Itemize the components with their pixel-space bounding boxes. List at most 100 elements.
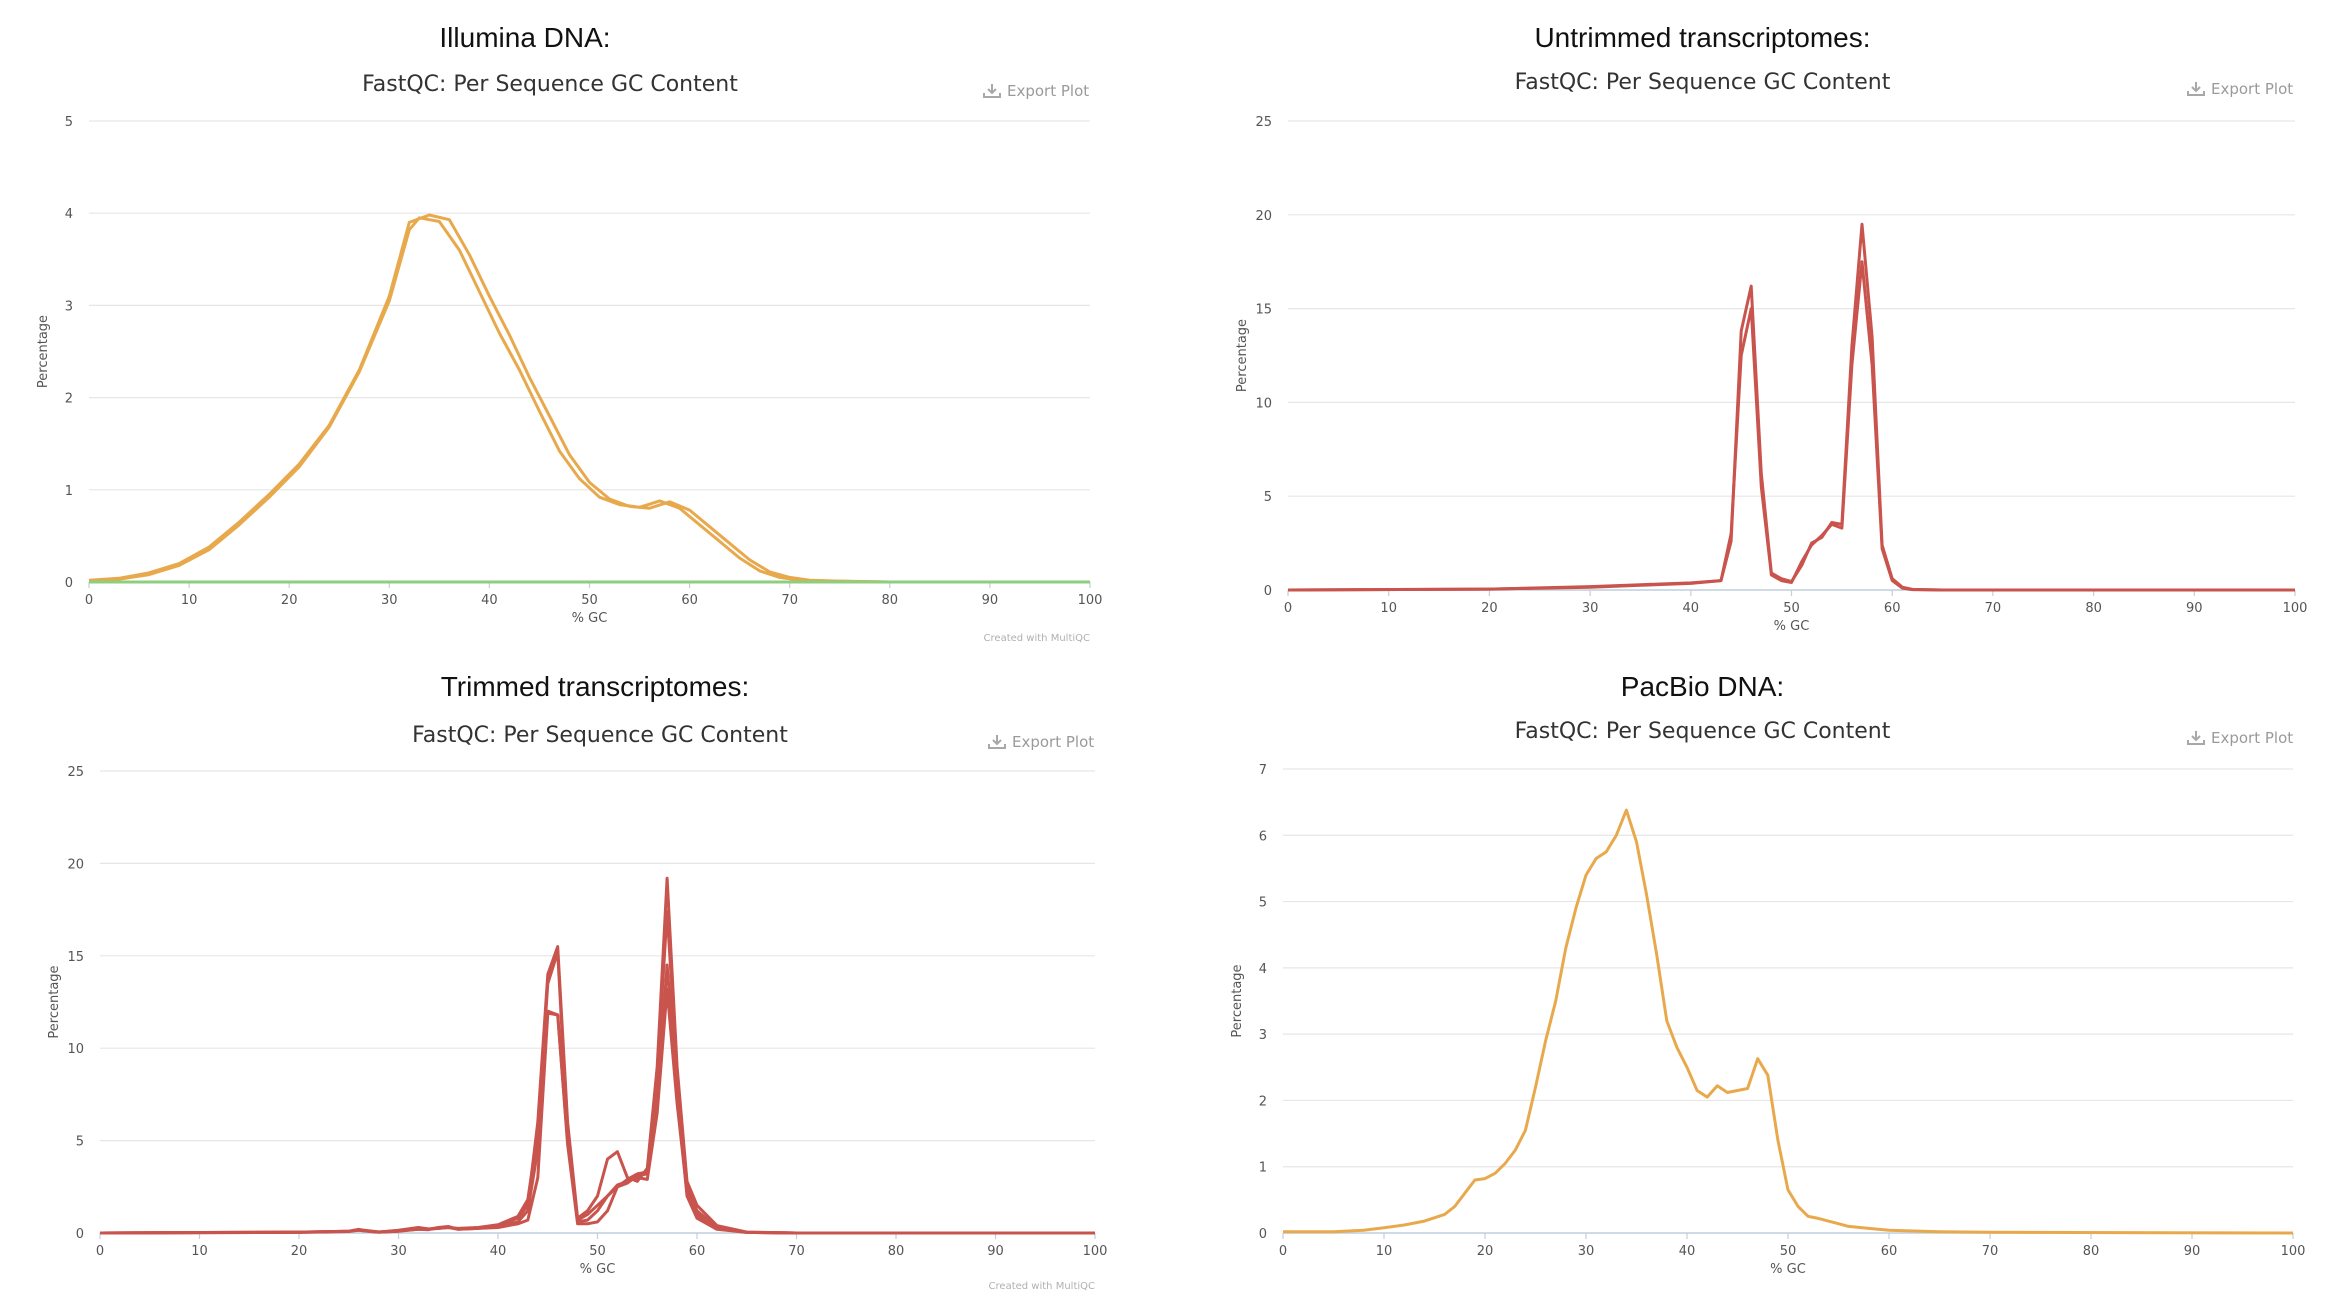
x-tick-label: 30	[1578, 1244, 1595, 1259]
x-tick-label: 10	[1376, 1244, 1393, 1259]
x-axis-title: % GC	[572, 611, 608, 626]
y-tick-label: 15	[1255, 303, 1272, 318]
export-plot-button[interactable]: Export Plot	[983, 82, 1089, 103]
x-tick-label: 40	[1683, 601, 1700, 616]
y-axis-title: Percentage	[47, 965, 62, 1038]
plot-title: FastQC: Per Sequence GC Content	[1514, 70, 1891, 95]
chart-panel-untrimmed-transcriptomes: Untrimmed transcriptomes: FastQC: Per Se…	[1165, 0, 2330, 649]
y-tick-label: 25	[1255, 115, 1272, 130]
download-icon	[2187, 730, 2205, 750]
y-axis-title: Percentage	[1235, 319, 1250, 392]
panel-heading: Untrimmed transcriptomes:	[1534, 22, 1871, 53]
plot-title: FastQC: Per Sequence GC Content	[412, 723, 788, 748]
x-axis-title: % GC	[1774, 619, 1810, 634]
x-tick-label: 60	[681, 593, 698, 608]
y-tick-label: 10	[67, 1042, 84, 1057]
x-tick-label: 20	[291, 1244, 308, 1259]
y-tick-label: 5	[1259, 896, 1267, 911]
y-tick-label: 4	[65, 207, 73, 222]
x-tick-label: 60	[1884, 601, 1901, 616]
x-tick-label: 10	[1380, 601, 1397, 616]
y-tick-label: 6	[1259, 829, 1267, 844]
multiqc-credit: Created with MultiQC	[989, 1281, 1095, 1292]
panel-heading: Illumina DNA:	[439, 22, 611, 53]
y-tick-label: 20	[1255, 209, 1272, 224]
y-tick-label: 5	[76, 1135, 84, 1150]
x-tick-label: 70	[1985, 601, 2002, 616]
x-tick-label: 90	[2184, 1244, 2201, 1259]
x-tick-label: 30	[390, 1244, 407, 1259]
series-line-1	[88, 216, 1090, 584]
x-tick-label: 30	[381, 593, 398, 608]
x-tick-label: 70	[788, 1244, 805, 1259]
export-plot-button[interactable]: Export Plot	[2187, 80, 2293, 101]
x-tick-label: 100	[1083, 1244, 1108, 1259]
y-tick-label: 15	[67, 950, 84, 965]
y-tick-label: 3	[1259, 1028, 1267, 1043]
series-line-0	[1287, 260, 2295, 592]
series-line-0	[88, 213, 1090, 584]
x-tick-label: 70	[781, 593, 798, 608]
y-axis-title: Percentage	[1230, 964, 1245, 1037]
x-tick-label: 80	[882, 593, 899, 608]
x-tick-label: 10	[181, 593, 198, 608]
x-tick-label: 20	[1477, 1244, 1494, 1259]
series-line-0	[99, 876, 1095, 1235]
x-tick-label: 0	[85, 593, 93, 608]
plot-title: FastQC: Per Sequence GC Content	[362, 72, 738, 97]
y-tick-label: 3	[65, 299, 73, 314]
x-tick-label: 20	[281, 593, 298, 608]
line-chart-svg: 0 5 10 15 20 25 0 10 20 30 40 50 60 70 80 90 100 % GC Perc…	[1235, 115, 2308, 634]
x-axis-title: % GC	[1770, 1262, 1806, 1277]
x-tick-label: 100	[2283, 601, 2308, 616]
y-tick-label: 0	[76, 1227, 84, 1242]
export-plot-label: Export Plot	[1012, 733, 1095, 751]
series-line-0	[1283, 808, 2294, 1235]
x-tick-label: 90	[982, 593, 999, 608]
x-tick-label: 50	[581, 593, 598, 608]
series-line-1	[1287, 222, 2295, 592]
y-tick-label: 20	[67, 857, 84, 872]
line-chart-svg: 0 5 10 15 20 25 0 10 20 30 40 50 60 70 80 90 100 % GC Perc…	[47, 765, 1108, 1292]
y-tick-label: 2	[1259, 1094, 1267, 1109]
x-tick-label: 40	[1679, 1244, 1696, 1259]
chart-panel-pacbio-dna: PacBio DNA: FastQC: Per Sequence GC Cont…	[1165, 649, 2330, 1298]
x-axis-title: % GC	[580, 1262, 616, 1277]
download-icon	[988, 734, 1006, 754]
x-tick-label: 80	[2085, 601, 2102, 616]
y-axis-title: Percentage	[36, 315, 51, 388]
x-tick-label: 10	[191, 1244, 208, 1259]
x-tick-label: 80	[2083, 1244, 2100, 1259]
export-plot-label: Export Plot	[2211, 729, 2294, 747]
y-tick-label: 0	[65, 576, 73, 591]
chart-panel-trimmed-transcriptomes: Trimmed transcriptomes: FastQC: Per Sequ…	[0, 649, 1165, 1298]
export-plot-button[interactable]: Export Plot	[988, 733, 1094, 754]
y-tick-label: 1	[65, 484, 73, 499]
x-tick-label: 60	[689, 1244, 706, 1259]
x-tick-label: 50	[589, 1244, 606, 1259]
x-tick-label: 90	[987, 1244, 1004, 1259]
y-tick-label: 4	[1259, 962, 1267, 977]
export-plot-label: Export Plot	[2211, 80, 2294, 98]
export-plot-label: Export Plot	[1007, 82, 1090, 100]
x-tick-label: 60	[1881, 1244, 1898, 1259]
chart-panel-illumina-dna: Illumina DNA: FastQC: Per Sequence GC Co…	[0, 0, 1165, 649]
download-icon	[2187, 81, 2205, 101]
y-tick-label: 10	[1255, 396, 1272, 411]
plot-title: FastQC: Per Sequence GC Content	[1514, 719, 1891, 744]
x-tick-label: 100	[2281, 1244, 2306, 1259]
y-tick-label: 0	[1259, 1227, 1267, 1242]
export-plot-button[interactable]: Export Plot	[2187, 729, 2293, 750]
series-line-1	[99, 909, 1095, 1235]
series-line-3	[99, 963, 1095, 1235]
y-tick-label: 25	[67, 765, 84, 780]
x-tick-label: 70	[1982, 1244, 1999, 1259]
x-tick-label: 80	[888, 1244, 905, 1259]
panel-heading: PacBio DNA:	[1620, 671, 1785, 702]
x-tick-label: 0	[1284, 601, 1292, 616]
panel-heading: Trimmed transcriptomes:	[440, 671, 750, 702]
x-tick-label: 40	[481, 593, 498, 608]
y-tick-label: 7	[1259, 763, 1267, 778]
